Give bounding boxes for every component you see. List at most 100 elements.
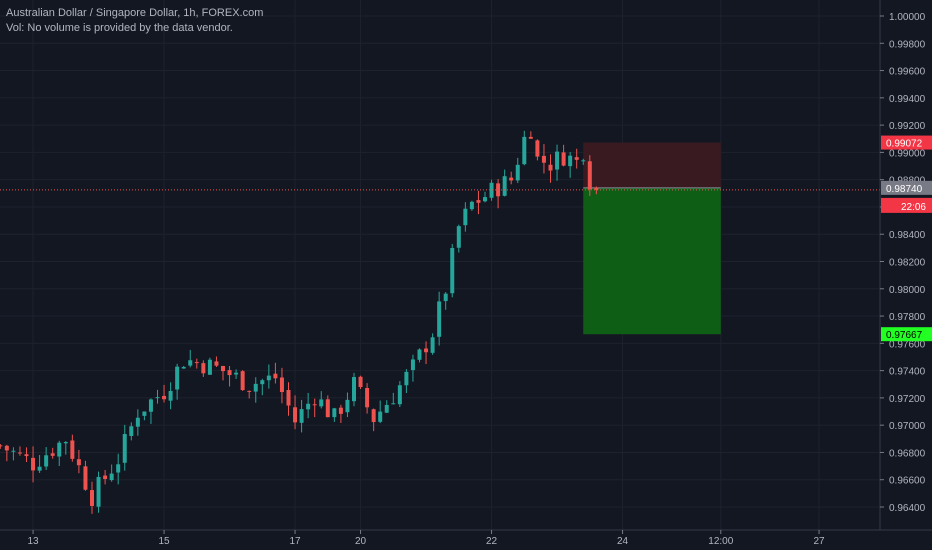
candle	[587, 155, 592, 196]
candle	[581, 158, 586, 165]
candle-body	[57, 442, 62, 457]
price-tick-label: 1.00000	[889, 12, 926, 23]
candle-body	[522, 136, 527, 165]
candle	[17, 446, 22, 456]
candle-body	[83, 466, 88, 490]
take-profit-zone[interactable]	[583, 187, 721, 335]
candle-body	[168, 390, 173, 401]
time-tick-label: 12:00	[708, 536, 733, 547]
candle-body	[378, 411, 383, 422]
candle	[129, 422, 134, 441]
candle-body	[325, 399, 330, 418]
candle-body	[227, 370, 232, 376]
candle-body	[116, 464, 121, 473]
candle	[404, 369, 409, 394]
price-label-bg	[881, 180, 932, 195]
candle-body	[90, 490, 94, 506]
candle-body	[188, 360, 193, 366]
candle-body	[384, 404, 389, 413]
candle	[70, 434, 75, 462]
candle	[345, 392, 350, 418]
candle	[299, 399, 304, 433]
candle-body	[568, 155, 573, 167]
candle	[483, 191, 487, 203]
candle-body	[221, 365, 225, 372]
candle-body	[201, 363, 206, 374]
candle	[417, 348, 422, 363]
price-tick-label: 0.97800	[889, 312, 926, 323]
time-tick-label: 27	[813, 536, 825, 547]
candle-body	[345, 399, 350, 413]
candle-body	[279, 377, 284, 393]
candle	[312, 398, 317, 418]
candle-body	[214, 361, 219, 366]
candle	[541, 144, 546, 174]
price-label-text: 22:06	[901, 202, 926, 213]
candle	[365, 383, 370, 414]
candle	[181, 365, 186, 369]
price-tick-label: 0.97200	[889, 394, 926, 405]
candle-body	[397, 385, 402, 405]
candle	[247, 390, 252, 399]
candle	[594, 186, 599, 195]
candle	[116, 453, 121, 485]
candle	[528, 131, 533, 139]
candle-body	[365, 388, 370, 408]
candle	[574, 148, 579, 169]
candle	[96, 471, 101, 513]
price-tick-label: 0.99000	[889, 148, 926, 159]
candle	[279, 367, 284, 404]
candle-body	[142, 411, 147, 416]
candle-body	[286, 390, 291, 406]
candle	[443, 292, 448, 310]
time-axis[interactable]: 13 15 17 20 22 24 12:00 27	[0, 529, 932, 547]
candle	[266, 364, 271, 389]
candle-body	[515, 164, 520, 181]
candles	[0, 130, 599, 514]
candle-body	[312, 404, 317, 406]
candle	[148, 398, 153, 424]
candle-body	[587, 161, 592, 190]
candle	[31, 446, 36, 483]
price-label: 0.99072	[881, 135, 932, 150]
candle	[194, 358, 199, 369]
candle	[489, 179, 494, 201]
candle-body	[535, 140, 540, 157]
candle-body	[417, 349, 422, 360]
candle-body	[404, 371, 409, 386]
candle	[391, 392, 396, 405]
volume-note: Vol: No volume is provided by the data v…	[6, 22, 233, 34]
candle-body	[332, 408, 337, 418]
candle	[155, 389, 160, 404]
price-label-text: 0.98740	[886, 184, 923, 195]
candle-body	[37, 466, 42, 471]
candle	[338, 404, 343, 423]
candle	[57, 440, 62, 466]
candle	[83, 460, 88, 491]
candle	[293, 395, 298, 430]
candle	[50, 447, 55, 459]
candle	[63, 441, 68, 455]
candle-body	[574, 157, 579, 160]
candle	[214, 356, 219, 367]
chart-title: Australian Dollar / Singapore Dollar, 1h…	[6, 7, 264, 19]
price-tick-label: 0.98200	[889, 258, 926, 269]
stop-loss-zone[interactable]	[583, 142, 721, 188]
candle-body	[260, 380, 265, 385]
candle	[522, 130, 527, 166]
candle-body	[273, 373, 278, 379]
candle-body	[44, 455, 49, 467]
candle-body	[548, 164, 553, 171]
candle-body	[371, 409, 376, 423]
candle	[352, 372, 356, 407]
position-zones[interactable]	[583, 142, 721, 335]
candle	[188, 349, 193, 368]
candle	[142, 411, 147, 421]
price-tick-label: 0.96800	[889, 448, 926, 459]
candle-body	[175, 366, 180, 390]
candle	[240, 370, 245, 391]
price-label: 0.98740	[881, 180, 932, 195]
price-tick-label: 0.99400	[889, 94, 926, 105]
time-tick-label: 22	[486, 536, 498, 547]
